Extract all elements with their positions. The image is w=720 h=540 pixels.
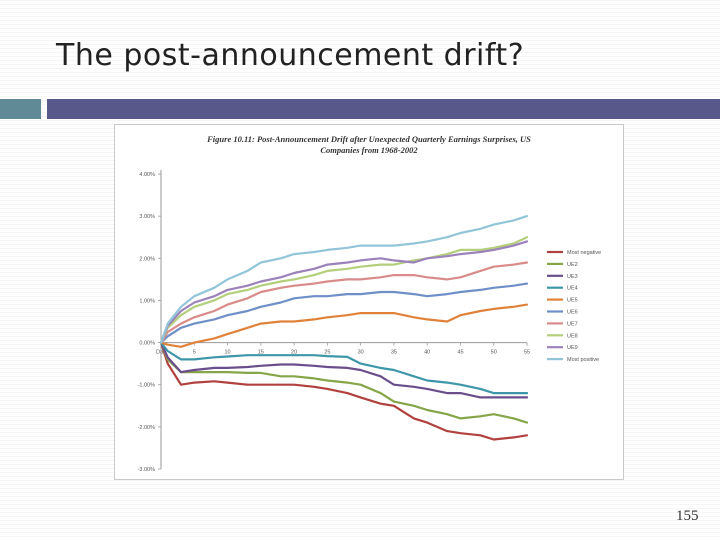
x-tick-label: 35 — [391, 350, 397, 356]
accent-bar — [47, 99, 720, 119]
y-tick-label: 0.00% — [139, 341, 155, 347]
y-tick-label: 3.00% — [139, 214, 155, 220]
drift-chart: Figure 10.11: Post-Announcement Drift af… — [138, 134, 602, 473]
y-tick-label: 1.00% — [139, 298, 155, 304]
legend-label: UE7 — [567, 321, 578, 327]
legend-label: UE6 — [567, 310, 578, 316]
legend-label: UE8 — [567, 333, 578, 339]
series-line-6 — [159, 282, 529, 344]
series-line-9 — [159, 240, 529, 344]
series-line-3 — [159, 341, 529, 399]
x-tick-label: 40 — [424, 350, 430, 356]
legend-label: UE4 — [567, 286, 578, 292]
x-tick-label: 30 — [358, 350, 364, 356]
chart-title-line-1: Figure 10.11: Post-Announcement Drift af… — [206, 134, 531, 144]
page-number: 155 — [676, 508, 699, 524]
y-tick-label: -3.00% — [138, 467, 156, 473]
legend-label: UE3 — [567, 274, 578, 280]
slide-title: The post-announcement drift? — [56, 38, 525, 73]
series-line-8 — [159, 236, 529, 344]
y-tick-label: -1.00% — [138, 383, 156, 389]
legend-label: UE5 — [567, 298, 578, 304]
chart-title-line-2: Companies from 1968-2002 — [320, 145, 418, 155]
series-line-5 — [159, 303, 529, 348]
x-tick-label: 15 — [258, 350, 264, 356]
x-tick-label: 5 — [193, 350, 196, 356]
y-tick-label: 4.00% — [139, 172, 155, 178]
x-tick-label: 10 — [224, 350, 230, 356]
x-tick-label: 50 — [491, 350, 497, 356]
y-tick-label: -2.00% — [138, 425, 156, 431]
accent-block — [0, 99, 41, 119]
series-line-10 — [159, 214, 529, 344]
x-tick-label: 20 — [291, 350, 297, 356]
legend-label: Most positive — [567, 357, 599, 363]
y-tick-label: 2.00% — [139, 256, 155, 262]
x-tick-label: 25 — [324, 350, 330, 356]
series-line-7 — [159, 261, 529, 344]
series-line-1 — [159, 341, 529, 441]
x-tick-label: Day — [156, 350, 166, 356]
series-line-2 — [159, 341, 529, 424]
x-tick-label: 55 — [524, 350, 530, 356]
legend-label: UE9 — [567, 345, 578, 351]
legend-label: Most negative — [567, 250, 601, 256]
series-line-4 — [159, 341, 529, 395]
x-tick-label: 45 — [457, 350, 463, 356]
legend-label: UE2 — [567, 262, 578, 268]
chart-figure: Figure 10.11: Post-Announcement Drift af… — [114, 124, 624, 480]
